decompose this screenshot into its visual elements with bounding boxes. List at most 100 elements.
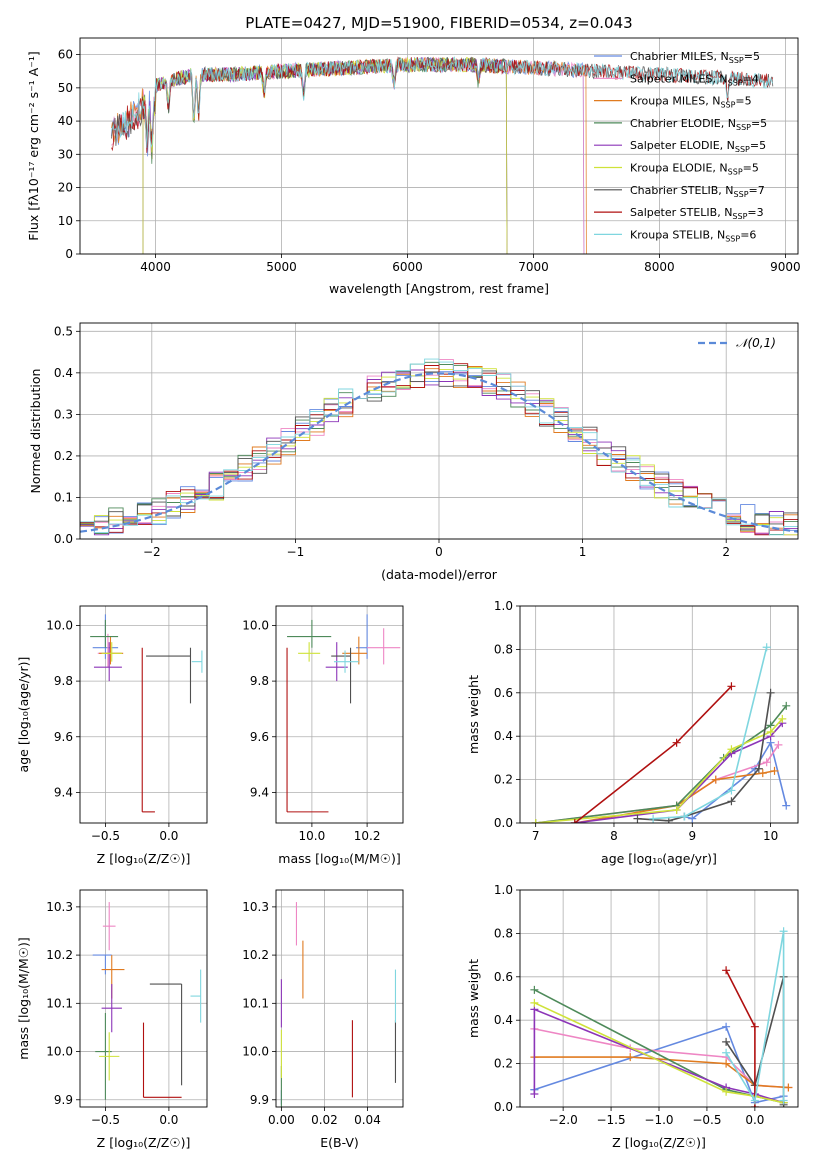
errorbar-kroupa-stelib [333, 650, 359, 673]
weight-point-marker [778, 714, 787, 723]
errorbar-kroupa-elodie [101, 642, 122, 662]
weight-point-marker [754, 764, 763, 773]
weight-point-marker [626, 1053, 635, 1062]
y-tick-label: 0.2 [54, 449, 73, 463]
x-axis-label: wavelength [Angstrom, rest frame] [329, 281, 549, 296]
y-tick-label: 0.2 [494, 773, 513, 787]
grid-lines [520, 605, 798, 824]
errorbar-chabrier-elodie [90, 619, 119, 648]
y-tick-label: 9.4 [54, 785, 73, 799]
x-axis-label: E(B-V) [320, 1135, 359, 1150]
weight-line [637, 692, 772, 822]
y-tick-label: 40 [58, 114, 73, 128]
metallicity-mass-panel: −0.5 0.0 9.9 10.0 10.1 10.2 10.3 Z [log₁₀(Z/Z☉)… [16, 889, 208, 1150]
x-tick-label: 0.04 [354, 1113, 381, 1127]
axes-frame [79, 605, 208, 824]
weight-point-marker [758, 769, 767, 778]
spectrum-panel: 4000 5000 6000 7000 8000 9000 0 10 20 30 40 50 60 wav… [26, 37, 801, 296]
weight-point-marker [766, 688, 775, 697]
y-tick-label: 10 [58, 214, 73, 228]
weight-point-marker [774, 740, 783, 749]
plot-area [286, 614, 401, 813]
legend-label-chabrier-elodie: Chabrier ELODIE, NSSP=5 [630, 117, 767, 132]
extinction-mass-panel: 0.00 0.02 0.04 9.9 10.0 10.1 10.2 10.3 E(B-V) [242, 889, 404, 1150]
errorbar-kroupa-stelib [191, 650, 203, 673]
plot-area [90, 614, 203, 813]
x-tick-label: 9000 [770, 260, 801, 274]
weight-point-marker [531, 819, 540, 823]
plot-area [80, 358, 798, 536]
x-tick-label: 0.0 [159, 1113, 178, 1127]
errorbar-kroupa-elodie [298, 642, 321, 662]
y-tick-label: 50 [58, 81, 73, 95]
y-tick-label: 0.0 [54, 532, 73, 546]
x-tick-label: 7 [532, 829, 540, 843]
weight-line [725, 931, 785, 1103]
errorbar-salpeter-stelib [286, 647, 329, 813]
y-axis-label: mass [log₁₀(M/M☉)] [16, 937, 31, 1059]
plot-area [531, 643, 791, 823]
weight-point-marker [649, 814, 658, 823]
weight-point-marker [722, 1048, 731, 1057]
residual-histogram-panel: −2 −1 0 1 2 0.0 0.1 0.2 0.3 0.4 0.5 (data-model)/er… [28, 322, 799, 582]
weight-point-marker [770, 766, 779, 775]
y-tick-label: 9.8 [54, 674, 73, 688]
weight-line [653, 647, 768, 820]
y-tick-label: 9.6 [54, 730, 73, 744]
y-tick-label: 9.6 [250, 730, 269, 744]
y-tick-label: 0.4 [494, 1013, 513, 1027]
weight-point-marker [722, 1087, 731, 1096]
weight-point-marker [784, 1083, 793, 1092]
x-axis-label: Z [log₁₀(Z/Z☉)] [97, 851, 191, 866]
x-tick-label: 0.0 [745, 1113, 764, 1127]
x-tick-label: 4000 [140, 260, 171, 274]
y-tick-label: 10.3 [242, 900, 269, 914]
spectrum-line-chabrier-stelib [111, 56, 774, 148]
x-tick-label: 8 [610, 829, 618, 843]
errorbar-chabrier-miles [356, 614, 368, 659]
x-tick-label: 2 [722, 545, 730, 559]
legend-label-salpeter-miles: Salpeter MILES, NSSP=4 [630, 72, 759, 87]
plot-area [92, 902, 202, 1100]
y-tick-label: 0.0 [494, 816, 513, 830]
x-tick-label: −0.5 [692, 1113, 721, 1127]
weight-point-marker [727, 797, 736, 806]
grid-lines [520, 889, 798, 1108]
y-tick-label: 0.6 [494, 970, 513, 984]
y-axis-label: Normed distribution [28, 369, 43, 494]
weight-point-marker [727, 786, 736, 795]
weight-point-marker [680, 812, 689, 821]
legend: Chabrier MILES, NSSP=5 Salpeter MILES, NS… [594, 50, 767, 243]
spectrum-line-kroupa-elodie [142, 56, 508, 254]
spectrum-line-kroupa-stelib [111, 56, 774, 148]
errorbar-salpeter-elodie [101, 984, 122, 1033]
y-tick-label: 10.1 [46, 996, 73, 1010]
y-tick-label: 9.9 [54, 1093, 73, 1107]
y-tick-label: 0.1 [54, 490, 73, 504]
weight-series-salpeter-miles [531, 740, 783, 823]
errorbar-salpeter-stelib [141, 647, 155, 813]
weight-point-marker [782, 701, 791, 710]
grid-lines [80, 606, 207, 823]
x-tick-label: 9 [688, 829, 696, 843]
x-tick-label: −1.0 [644, 1113, 673, 1127]
weight-series-chabrier-elodie [531, 701, 791, 823]
weight-series-salpeter-elodie [570, 719, 787, 823]
plot-area [280, 902, 397, 1107]
weight-point-marker [779, 1096, 788, 1105]
legend-label-kroupa-stelib: Kroupa STELIB, NSSP=6 [630, 228, 756, 243]
y-axis-label: Flux [fλ10⁻¹⁷ erg cm⁻² s⁻¹ A⁻¹] [26, 51, 41, 240]
histogram-salpeter-stelib [80, 363, 798, 536]
weight-line [574, 685, 732, 823]
age-weight-panel: 7 8 9 10 0.0 0.2 0.4 0.6 0.8 1.0 age [log₁₀(age/yr… [466, 599, 799, 866]
y-axis-label: age [log₁₀(age/yr)] [16, 657, 31, 773]
histogram-kroupa-stelib [80, 358, 798, 536]
x-tick-label: −0.5 [91, 829, 120, 843]
y-tick-label: 20 [58, 181, 73, 195]
errorbar-kroupa-elodie [99, 1032, 120, 1081]
weight-point-marker [750, 1022, 759, 1031]
weight-point-marker [750, 1096, 759, 1105]
x-tick-label: 0.02 [311, 1113, 338, 1127]
x-tick-label: 0 [435, 545, 443, 559]
